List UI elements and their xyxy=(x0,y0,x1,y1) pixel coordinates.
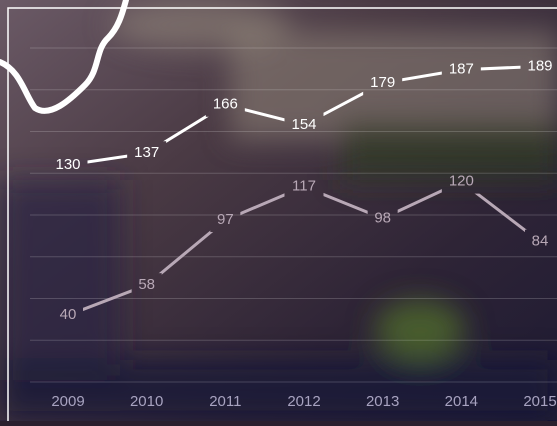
line-series xyxy=(67,64,541,167)
data-label: 98 xyxy=(374,209,391,226)
data-label: 117 xyxy=(292,178,316,195)
x-tick-label: 2013 xyxy=(366,393,399,410)
x-tick-label: 2010 xyxy=(130,393,163,410)
x-tick-label: 2011 xyxy=(209,393,241,410)
data-label: 40 xyxy=(60,306,77,323)
data-label: 97 xyxy=(217,211,234,228)
x-tick-label: 2009 xyxy=(51,393,84,410)
data-label: 120 xyxy=(449,173,474,190)
line-series xyxy=(67,179,541,317)
data-label: 166 xyxy=(213,96,238,113)
data-label: 187 xyxy=(449,61,474,78)
data-label: 179 xyxy=(370,74,395,91)
data-label: 154 xyxy=(291,116,316,133)
x-tick-label: 2012 xyxy=(287,393,320,410)
data-label: 189 xyxy=(527,57,552,74)
data-label: 84 xyxy=(532,233,549,250)
data-label: 130 xyxy=(55,156,80,173)
data-label: 137 xyxy=(134,144,159,161)
x-tick-label: 2014 xyxy=(445,393,478,410)
x-tick-label: 2015 xyxy=(523,393,556,410)
data-label: 58 xyxy=(138,276,155,293)
